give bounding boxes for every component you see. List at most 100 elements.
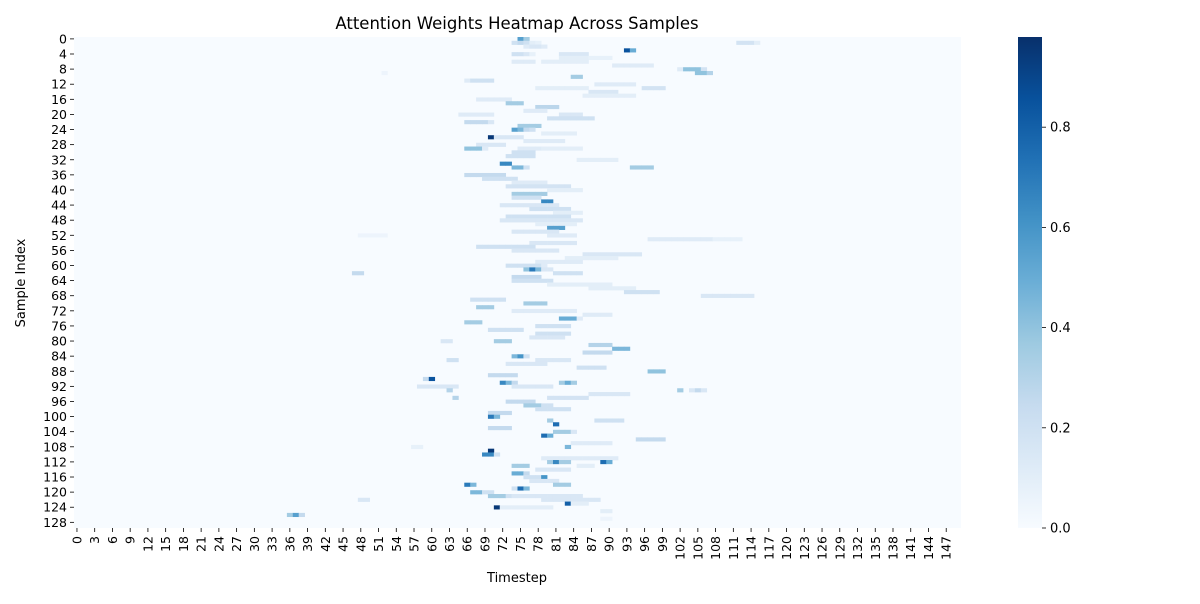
y-tick-label: 128 <box>43 515 67 530</box>
heatmap-cell <box>529 214 536 219</box>
heatmap-cell <box>724 237 731 242</box>
heatmap-cell <box>606 157 613 162</box>
heatmap-cell <box>535 331 542 336</box>
heatmap-cell <box>535 259 542 264</box>
heatmap-cell <box>517 244 524 249</box>
heatmap-cell <box>576 188 583 193</box>
heatmap-cell <box>541 203 548 208</box>
heatmap-cell <box>635 63 643 68</box>
heatmap-cell <box>558 52 566 57</box>
heatmap-cell <box>629 286 637 291</box>
x-tick-label: 96 <box>637 536 652 552</box>
heatmap-cell <box>618 82 625 87</box>
heatmap-cell <box>558 429 566 434</box>
heatmap-cell <box>558 331 566 336</box>
heatmap-cell <box>558 146 566 151</box>
heatmap-cell <box>552 282 560 287</box>
heatmap-cell <box>582 252 589 257</box>
heatmap-cell <box>547 407 554 412</box>
heatmap-cell <box>688 67 696 72</box>
heatmap-cell <box>552 225 560 230</box>
x-tick-label: 60 <box>424 536 439 552</box>
heatmap-cell <box>600 441 607 446</box>
heatmap-cell <box>511 135 518 140</box>
heatmap-cell <box>582 501 589 506</box>
heatmap-cell <box>517 37 524 42</box>
heatmap-cell <box>558 380 566 385</box>
heatmap-cell <box>511 154 518 159</box>
heatmap-cell <box>505 399 512 404</box>
heatmap-cell <box>576 210 583 215</box>
heatmap-cell <box>547 505 554 510</box>
heatmap-cell <box>635 165 643 170</box>
heatmap-cell <box>517 40 524 45</box>
heatmap-cell <box>464 78 471 83</box>
heatmap-cell <box>564 501 572 506</box>
heatmap-cell <box>558 218 566 223</box>
heatmap-cell <box>558 131 566 136</box>
heatmap-cell <box>547 86 554 91</box>
heatmap-cell <box>547 403 554 408</box>
heatmap-cell <box>606 256 613 261</box>
heatmap-cell <box>552 222 560 227</box>
y-tick-label: 20 <box>51 107 67 122</box>
heatmap-cell <box>736 237 743 242</box>
heatmap-cell <box>629 165 637 170</box>
heatmap-cell <box>529 229 536 234</box>
heatmap-cell <box>570 308 577 314</box>
heatmap-cell <box>493 142 501 147</box>
heatmap-cell <box>535 191 542 196</box>
heatmap-cell <box>629 63 637 68</box>
heatmap-cell <box>487 244 495 249</box>
heatmap-cell <box>541 222 548 227</box>
heatmap-cell <box>730 237 737 242</box>
heatmap-cell <box>582 116 589 121</box>
heatmap-cell <box>487 112 495 117</box>
heatmap-cell <box>558 184 566 189</box>
heatmap-cell <box>381 70 388 76</box>
heatmap-cell <box>517 214 524 219</box>
heatmap-cell <box>499 244 507 249</box>
heatmap-cell <box>440 384 447 389</box>
y-tick-label: 120 <box>43 485 67 500</box>
heatmap-cell <box>564 259 572 264</box>
heatmap-cell <box>493 452 501 457</box>
heatmap-cell <box>523 403 530 408</box>
heatmap-cell <box>535 358 542 363</box>
heatmap-cell <box>541 184 548 189</box>
heatmap-cell <box>552 184 560 189</box>
heatmap-cell <box>547 358 554 363</box>
heatmap-cell <box>541 403 548 408</box>
heatmap-cell <box>576 316 583 321</box>
heatmap-cell <box>517 505 524 510</box>
y-tick-label: 68 <box>51 288 67 303</box>
heatmap-cell <box>712 237 719 242</box>
heatmap-cell <box>558 335 566 340</box>
heatmap-cell <box>552 482 560 487</box>
heatmap-cell <box>558 316 566 321</box>
heatmap-cell <box>499 426 507 431</box>
heatmap-cell <box>700 293 708 298</box>
heatmap-cell <box>558 112 566 117</box>
heatmap-cell <box>606 516 613 521</box>
heatmap-cell <box>482 305 489 310</box>
heatmap-cell <box>547 278 554 283</box>
x-tick-label: 135 <box>868 536 883 560</box>
heatmap-cell <box>558 59 566 64</box>
heatmap-cell <box>487 135 495 140</box>
heatmap-cell <box>570 256 577 261</box>
heatmap-cell <box>552 86 560 91</box>
x-tick-label: 3 <box>87 536 102 544</box>
heatmap-cell <box>523 361 530 366</box>
heatmap-cell <box>523 195 530 200</box>
heatmap-cell <box>742 293 749 298</box>
heatmap-cell <box>517 308 524 314</box>
heatmap-cell <box>482 120 489 125</box>
y-tick-label: 88 <box>51 364 67 379</box>
heatmap-cell <box>600 350 607 355</box>
heatmap-cell <box>600 418 607 423</box>
x-tick-label: 102 <box>673 536 688 560</box>
heatmap-cell <box>535 301 542 306</box>
heatmap-cell <box>505 263 512 268</box>
y-tick-label: 116 <box>43 470 67 485</box>
